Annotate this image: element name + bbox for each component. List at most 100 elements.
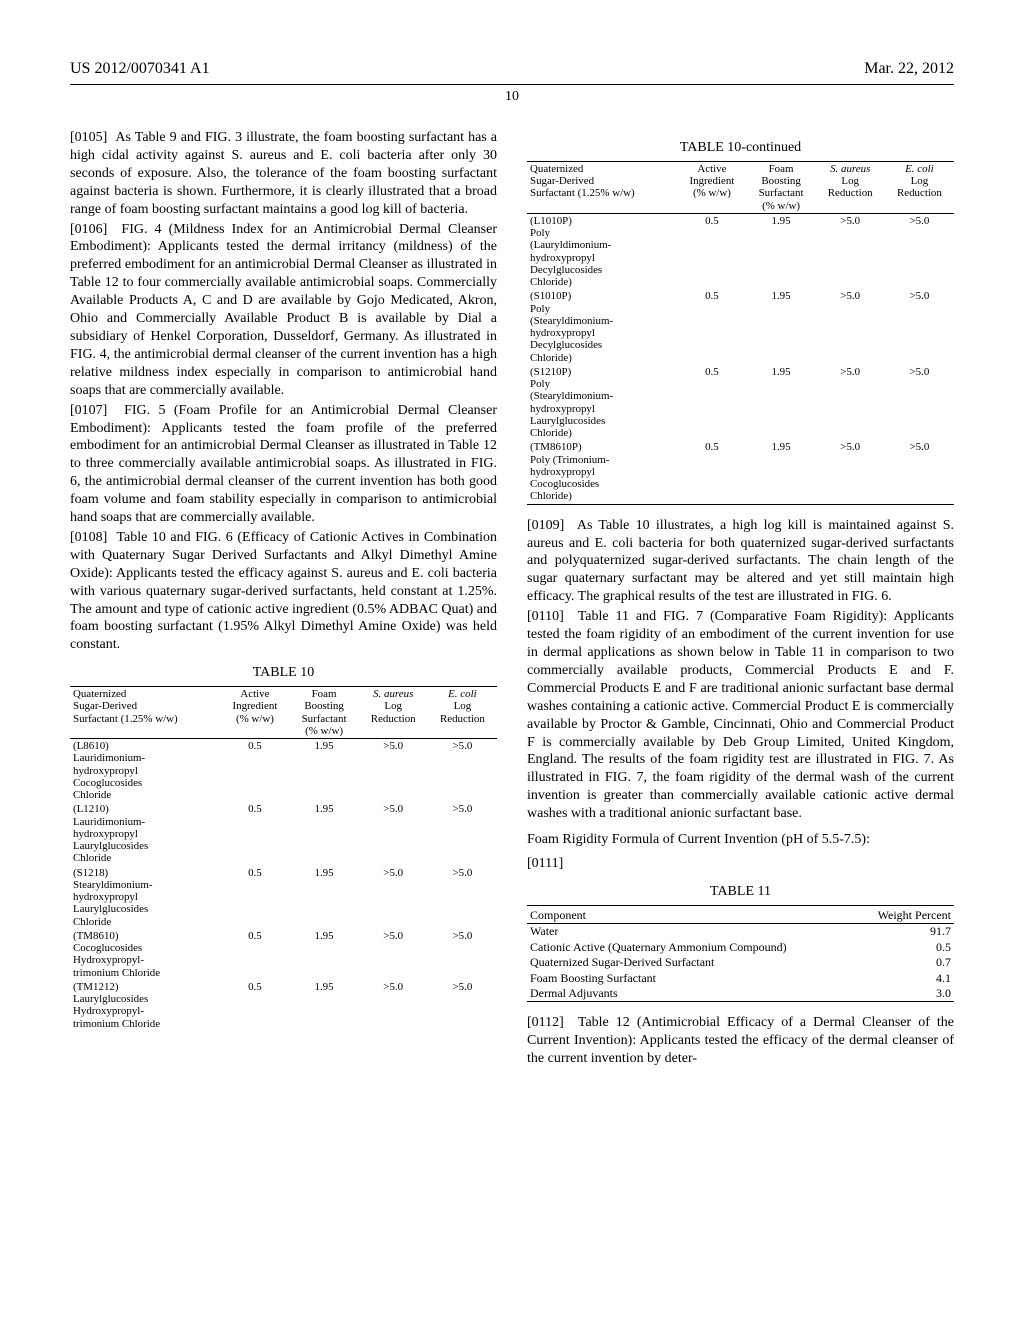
table-row: (L8610)Lauridimonium-hydroxypropylCocogl… [70,739,497,802]
active-ingredient-cell: 0.5 [220,802,289,865]
table-row: (TM8610)CocoglucosidesHydroxypropyl-trim… [70,929,497,980]
table-row: (L1010P)Poly(Lauryldimonium-hydroxypropy… [527,214,954,290]
weight-percent-cell: 4.1 [855,971,954,986]
table-row: Dermal Adjuvants3.0 [527,986,954,1001]
s-aureus-cell: >5.0 [359,739,428,802]
table-10: Quaternized Sugar-Derived Surfactant (1.… [70,686,497,1031]
table-header-s-aureus: S. aureus Log Reduction [816,161,885,213]
surfactant-name-cell: (S1210P)Poly(Stearyldimonium-hydroxyprop… [527,365,677,441]
surfactant-name-cell: (S1010P)Poly(Stearyldimonium-hydroxyprop… [527,289,677,365]
e-coli-cell: >5.0 [428,866,497,929]
table-row: (S1010P)Poly(Stearyldimonium-hydroxyprop… [527,289,954,365]
foam-boosting-cell: 1.95 [289,802,358,865]
paragraph-0108: [0108] Table 10 and FIG. 6 (Efficacy of … [70,529,497,654]
publication-date: Mar. 22, 2012 [864,60,954,78]
e-coli-cell: >5.0 [428,980,497,1031]
table-11-header-weight: Weight Percent [855,908,954,924]
foam-boosting-cell: 1.95 [289,929,358,980]
table-10c-body: (L1010P)Poly(Lauryldimonium-hydroxypropy… [527,214,954,504]
para-number: [0108] [70,530,107,545]
surfactant-name-cell: (L1010P)Poly(Lauryldimonium-hydroxypropy… [527,214,677,290]
para-number: [0109] [527,518,564,533]
table-row: (L1210)Lauridimonium-hydroxypropylLauryl… [70,802,497,865]
s-aureus-cell: >5.0 [816,289,885,365]
active-ingredient-cell: 0.5 [220,980,289,1031]
foam-boosting-cell: 1.95 [746,214,815,290]
para-number: [0106] [70,222,107,237]
page-container: US 2012/0070341 A1 Mar. 22, 2012 10 [010… [0,0,1024,1320]
component-cell: Water [527,924,855,939]
active-ingredient-cell: 0.5 [677,365,746,441]
active-ingredient-cell: 0.5 [677,440,746,503]
table-11-header-component: Component [527,908,855,924]
table-10-continued-caption: TABLE 10-continued [527,139,954,157]
table-10-caption: TABLE 10 [70,664,497,682]
para-number: [0107] [70,403,107,418]
e-coli-cell: >5.0 [885,365,954,441]
weight-percent-cell: 3.0 [855,986,954,1001]
component-cell: Cationic Active (Quaternary Ammonium Com… [527,940,855,955]
surfactant-name-cell: (L8610)Lauridimonium-hydroxypropylCocogl… [70,739,220,802]
s-aureus-cell: >5.0 [359,866,428,929]
weight-percent-cell: 0.7 [855,955,954,970]
active-ingredient-cell: 0.5 [677,289,746,365]
foam-boosting-cell: 1.95 [746,365,815,441]
para-text: As Table 9 and FIG. 3 illustrate, the fo… [70,130,497,217]
page-header: US 2012/0070341 A1 Mar. 22, 2012 [70,60,954,78]
table-header-active-ingredient: Active Ingredient (% w/w) [677,161,746,213]
table-header-surfactant: Quaternized Sugar-Derived Surfactant (1.… [70,687,220,739]
e-coli-cell: >5.0 [428,929,497,980]
s-aureus-cell: >5.0 [359,929,428,980]
table-row: Quaternized Sugar-Derived Surfactant0.7 [527,955,954,970]
e-coli-cell: >5.0 [428,739,497,802]
e-coli-cell: >5.0 [885,289,954,365]
para-text: Table 11 and FIG. 7 (Comparative Foam Ri… [527,609,954,821]
table-row: Water91.7 [527,924,954,939]
table-11-body: Water91.7Cationic Active (Quaternary Amm… [527,924,954,1001]
active-ingredient-cell: 0.5 [220,929,289,980]
left-column: [0105] As Table 9 and FIG. 3 illustrate,… [70,129,497,1070]
s-aureus-cell: >5.0 [816,365,885,441]
surfactant-name-cell: (S1218)Stearyldimonium-hydroxypropylLaur… [70,866,220,929]
paragraph-0106: [0106] FIG. 4 (Mildness Index for an Ant… [70,221,497,400]
paragraph-0109: [0109] As Table 10 illustrates, a high l… [527,517,954,607]
foam-boosting-cell: 1.95 [289,866,358,929]
foam-boosting-cell: 1.95 [746,289,815,365]
s-aureus-cell: >5.0 [816,440,885,503]
table-header-active-ingredient: Active Ingredient (% w/w) [220,687,289,739]
weight-percent-cell: 91.7 [855,924,954,939]
table-header-e-coli: E. coli Log Reduction [885,161,954,213]
table-row: (TM8610P)Poly (Trimonium-hydroxypropylCo… [527,440,954,503]
surfactant-name-cell: (TM8610)CocoglucosidesHydroxypropyl-trim… [70,929,220,980]
table-11: Component Weight Percent Water91.7Cation… [527,905,954,1003]
paragraph-0105: [0105] As Table 9 and FIG. 3 illustrate,… [70,129,497,219]
para-number: [0111] [527,856,563,871]
table-11-caption: TABLE 11 [527,883,954,901]
foam-boosting-cell: 1.95 [289,739,358,802]
para-number: [0105] [70,130,107,145]
foam-rigidity-heading: Foam Rigidity Formula of Current Inventi… [527,831,954,849]
surfactant-name-cell: (TM1212)LaurylglucosidesHydroxypropyl-tr… [70,980,220,1031]
table-header-foam-boosting: Foam Boosting Surfactant (% w/w) [289,687,358,739]
s-aureus-cell: >5.0 [359,802,428,865]
table-row: (S1210P)Poly(Stearyldimonium-hydroxyprop… [527,365,954,441]
para-text: FIG. 5 (Foam Profile for an Antimicrobia… [70,403,497,525]
e-coli-cell: >5.0 [885,440,954,503]
two-column-layout: [0105] As Table 9 and FIG. 3 illustrate,… [70,129,954,1070]
foam-boosting-cell: 1.95 [746,440,815,503]
header-rule [70,84,954,85]
paragraph-0112: [0112] Table 12 (Antimicrobial Efficacy … [527,1014,954,1068]
table-row: (TM1212)LaurylglucosidesHydroxypropyl-tr… [70,980,497,1031]
table-row: Foam Boosting Surfactant4.1 [527,971,954,986]
table-10-body: (L8610)Lauridimonium-hydroxypropylCocogl… [70,739,497,1031]
active-ingredient-cell: 0.5 [677,214,746,290]
s-aureus-cell: >5.0 [359,980,428,1031]
weight-percent-cell: 0.5 [855,940,954,955]
component-cell: Quaternized Sugar-Derived Surfactant [527,955,855,970]
table-header-s-aureus: S. aureus Log Reduction [359,687,428,739]
para-text: FIG. 4 (Mildness Index for an Antimicrob… [70,222,497,398]
table-10-continued: Quaternized Sugar-Derived Surfactant (1.… [527,161,954,505]
table-row: Cationic Active (Quaternary Ammonium Com… [527,940,954,955]
table-row: (S1218)Stearyldimonium-hydroxypropylLaur… [70,866,497,929]
s-aureus-cell: >5.0 [816,214,885,290]
